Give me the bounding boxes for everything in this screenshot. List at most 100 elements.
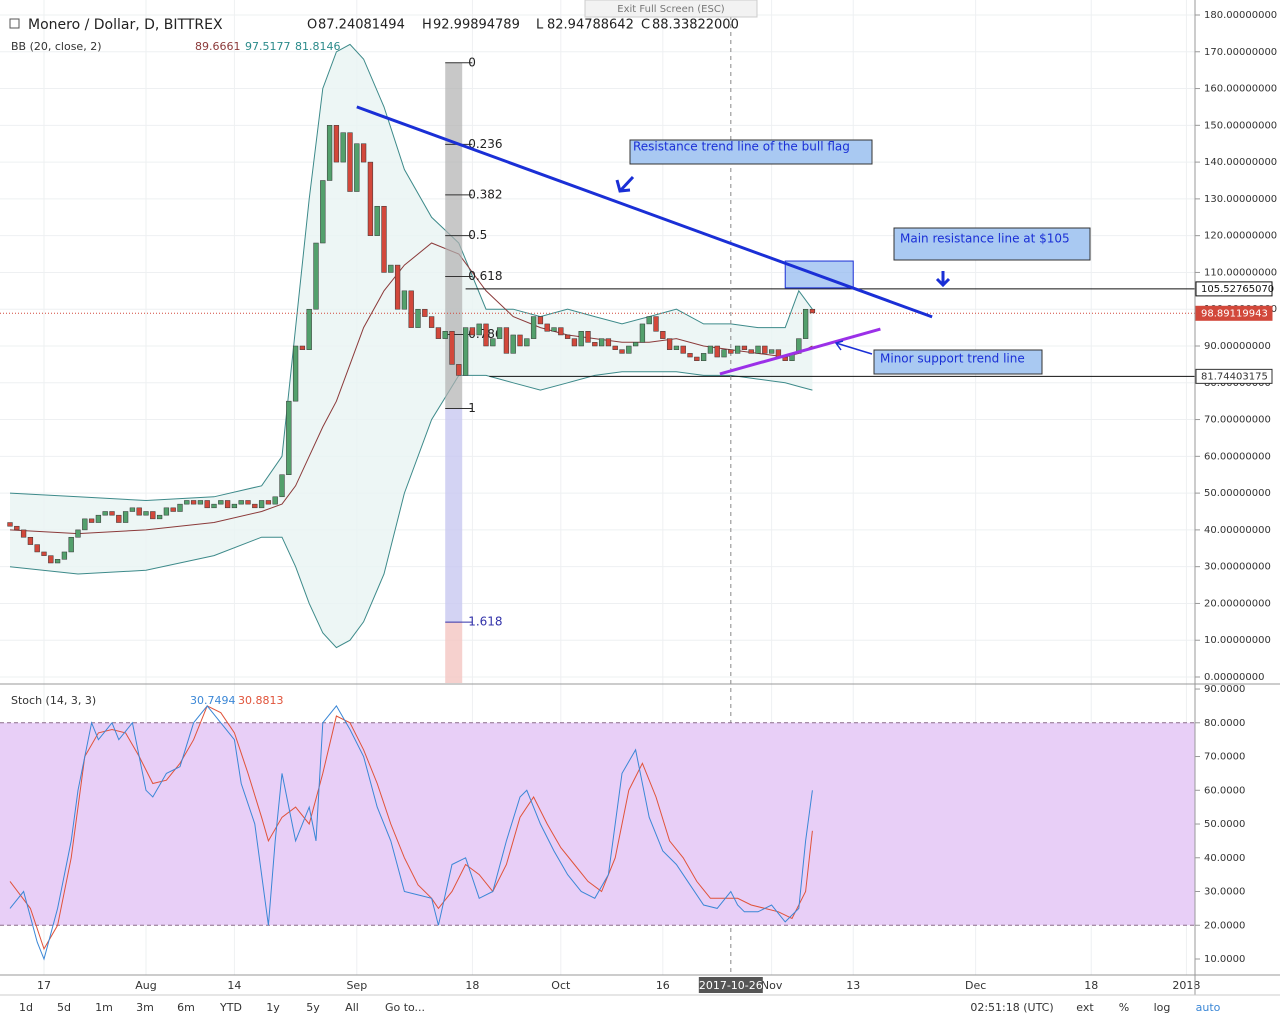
y-tick-label: 40.0000: [1204, 853, 1245, 864]
fib-label: 0.5: [468, 228, 487, 242]
candle: [646, 316, 652, 325]
candle: [707, 345, 714, 354]
candle: [75, 529, 81, 538]
y-tick-label: 40.00000000: [1204, 525, 1271, 536]
candle: [14, 525, 20, 531]
bb-upper: [9, 43, 813, 502]
ohlc-label: H: [422, 18, 432, 33]
toolbar-button[interactable]: %: [1119, 1001, 1129, 1014]
price-marker: [1195, 305, 1273, 321]
toolbar-button[interactable]: 1y: [266, 1001, 280, 1014]
toolbar-button[interactable]: Go to...: [385, 1001, 425, 1014]
candle: [258, 500, 265, 509]
toolbar-button[interactable]: YTD: [219, 1001, 242, 1014]
candle: [741, 345, 748, 350]
y-tick-label: 90.0000: [1204, 684, 1245, 695]
candle: [41, 551, 47, 556]
candle: [687, 353, 693, 358]
candle: [204, 500, 210, 509]
toolbar-button[interactable]: auto: [1196, 1001, 1221, 1014]
candle: [456, 364, 462, 376]
y-tick-label: 60.00000000: [1204, 451, 1271, 462]
annotation-box: [873, 349, 1043, 375]
candle: [163, 507, 170, 516]
toolbar-button[interactable]: 1d: [19, 1001, 33, 1014]
ohlc-value: 82.94788642: [547, 18, 634, 33]
y-tick-label: 110.00000000: [1204, 267, 1277, 278]
candle: [320, 180, 326, 244]
stoch-label: Stoch (14, 3, 3): [11, 694, 96, 707]
x-tick-label: 16: [656, 979, 670, 992]
candle: [279, 474, 285, 498]
candle: [762, 345, 768, 354]
ohlc-label: L: [536, 18, 544, 33]
y-tick-label: 0.00000000: [1204, 672, 1264, 683]
toolbar-button[interactable]: log: [1154, 1001, 1171, 1014]
candle: [755, 345, 761, 354]
arrow: [935, 271, 951, 288]
candle: [136, 507, 142, 516]
y-tick-label: 50.00000000: [1204, 488, 1271, 499]
toolbar-button[interactable]: 6m: [177, 1001, 195, 1014]
toolbar: 1d 5d 1m 3m 6m YTD 1y 5y All Go to... 02:51:18 (UT…: [19, 1001, 1221, 1014]
candle: [551, 327, 557, 332]
x-tick-label: 18: [465, 979, 479, 992]
y-tick-label: 10.00000000: [1204, 635, 1271, 646]
candle: [20, 529, 27, 538]
candle: [313, 242, 319, 310]
candle: [524, 338, 530, 347]
candle: [116, 514, 122, 523]
candle: [496, 327, 503, 339]
arrow: [615, 175, 635, 193]
candle: [721, 349, 727, 358]
candle: [734, 345, 741, 354]
collapse-icon[interactable]: [9, 18, 20, 29]
candle: [435, 327, 442, 339]
fullscreen-hint[interactable]: Exit Full Screen (ESC): [617, 4, 725, 15]
fib-label: 0: [468, 55, 476, 69]
candle: [54, 559, 61, 564]
candle: [653, 316, 659, 332]
candle: [639, 323, 646, 343]
stoch-readout: 30.7494: [190, 694, 236, 707]
toolbar-button[interactable]: 5y: [306, 1001, 320, 1014]
crosshair-label-bg: [698, 977, 763, 993]
candle: [626, 345, 632, 354]
candle: [415, 308, 421, 328]
candle: [442, 331, 448, 339]
candle: [177, 503, 183, 512]
bb-readout: 89.6661: [195, 40, 241, 53]
y-tick-label: 160.00000000: [1204, 84, 1277, 95]
annotation-box: [893, 227, 1091, 261]
ohlc-label: O: [307, 18, 317, 33]
candle: [333, 125, 340, 163]
toolbar-button[interactable]: 5d: [57, 1001, 71, 1014]
candle: [374, 205, 380, 236]
candle: [714, 345, 720, 358]
y-tick-label: 150.00000000: [1204, 120, 1277, 131]
candle: [462, 327, 469, 376]
candle: [517, 334, 523, 347]
candle: [102, 511, 108, 516]
toolbar-button[interactable]: All: [345, 1001, 359, 1014]
candle: [578, 331, 584, 347]
y-tick-label: 170.00000000: [1204, 47, 1277, 58]
toolbar-button[interactable]: ext: [1076, 1001, 1094, 1014]
toolbar-button[interactable]: 3m: [136, 1001, 154, 1014]
candle: [680, 345, 686, 354]
fullscreen-button[interactable]: [584, 0, 758, 18]
candle: [401, 290, 408, 310]
candle: [265, 500, 272, 505]
candle: [95, 514, 102, 523]
candle: [88, 518, 95, 523]
candle: [809, 308, 816, 314]
candle: [388, 264, 394, 273]
x-tick-label: 17: [37, 979, 51, 992]
toolbar-button[interactable]: 1m: [95, 1001, 113, 1014]
candle: [61, 551, 68, 560]
candle: [449, 331, 455, 365]
candle: [218, 500, 224, 505]
trend-line: [719, 327, 881, 376]
candle: [673, 345, 680, 350]
